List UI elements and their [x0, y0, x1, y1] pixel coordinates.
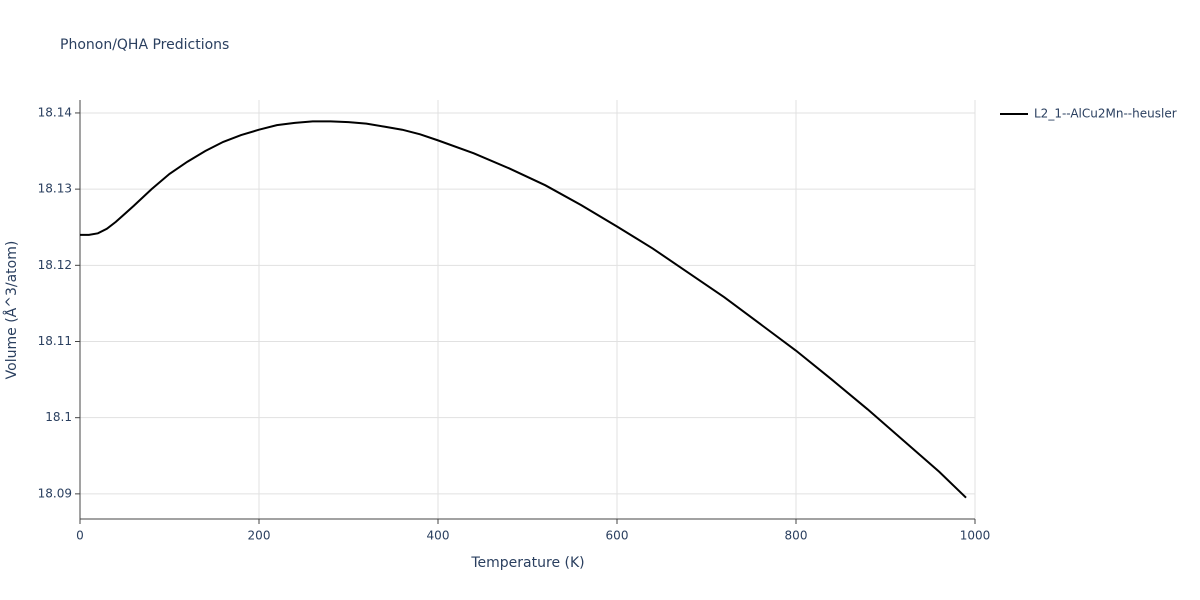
y-tick-label: 18.14: [38, 105, 72, 119]
data-line: [80, 120, 967, 499]
x-tick-label: 600: [606, 529, 629, 543]
x-tick-label: 200: [248, 529, 271, 543]
y-tick-label: 18.09: [38, 486, 72, 500]
y-tick-label: 18.1: [45, 410, 72, 424]
y-tick-label: 18.12: [38, 258, 72, 272]
x-tick-label: 0: [76, 529, 84, 543]
legend-label: L2_1--AlCu2Mn--heusler: [1034, 107, 1177, 121]
x-tick-label: 800: [785, 529, 808, 543]
chart-title: Phonon/QHA Predictions: [60, 37, 229, 53]
y-tick-label: 18.13: [38, 182, 72, 196]
x-tick-label: 400: [427, 529, 450, 543]
y-tick-label: 18.11: [38, 334, 72, 348]
x-axis-label: Temperature (K): [470, 555, 584, 571]
x-tick-label: 1000: [960, 529, 991, 543]
y-axis-label: Volume (Å^3/atom): [3, 241, 20, 380]
